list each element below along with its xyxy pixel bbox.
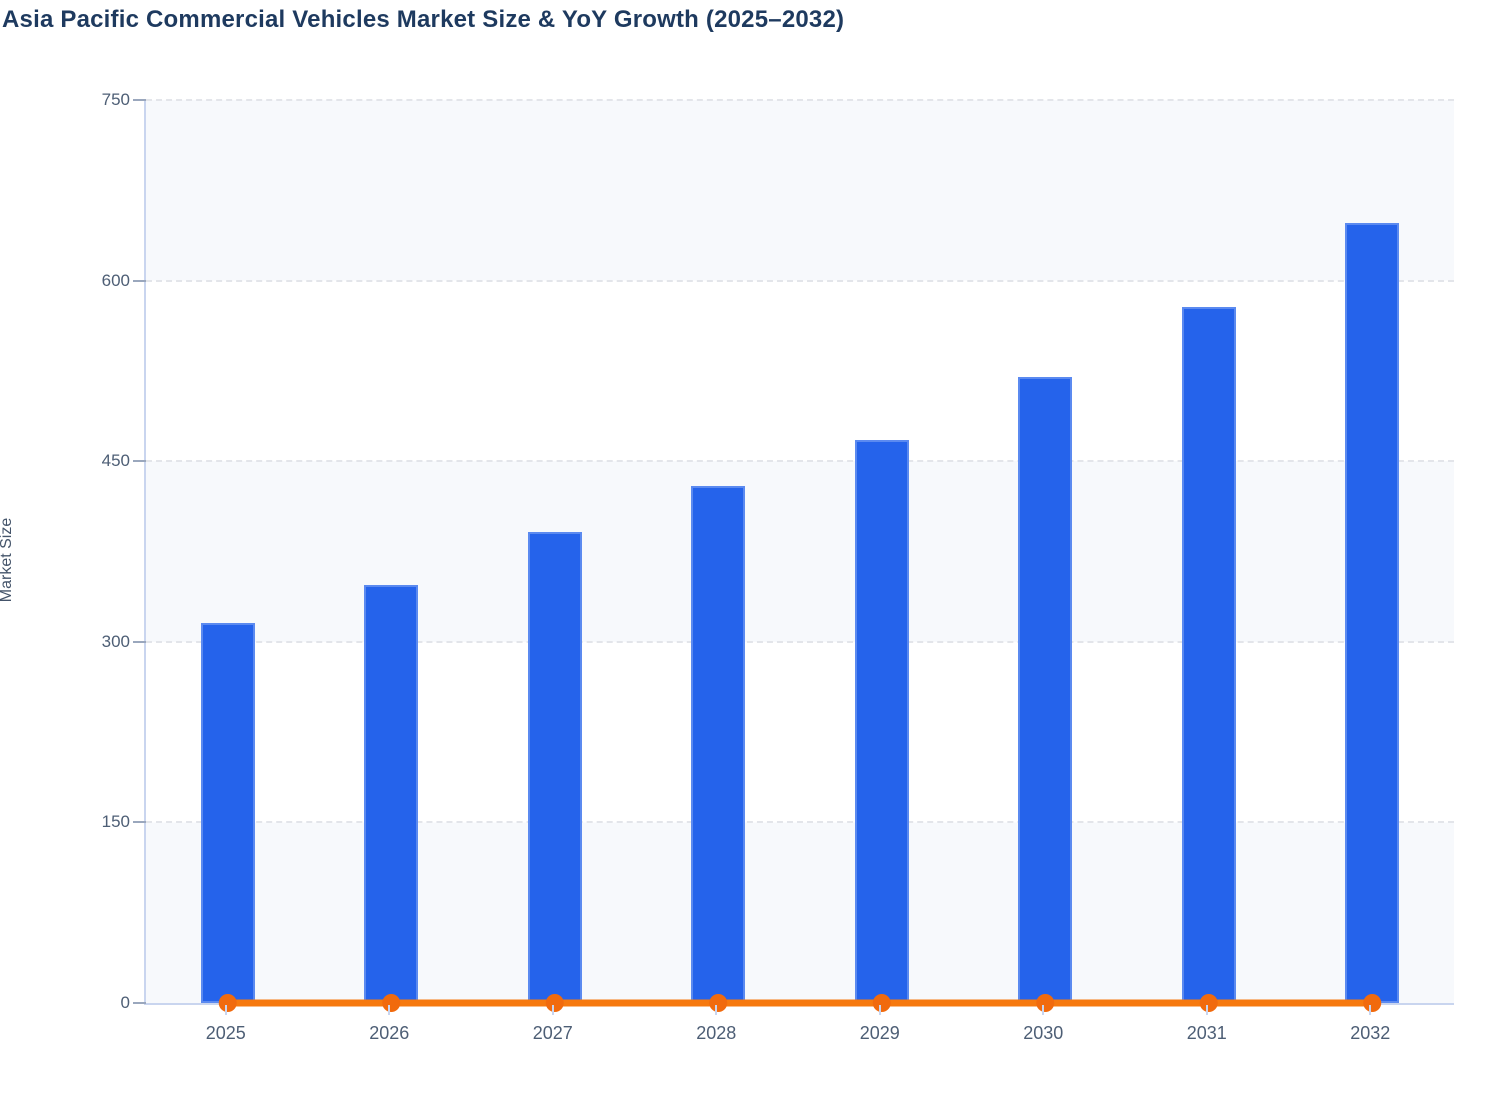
x-tick-mark-2029 xyxy=(878,1005,881,1015)
y-tick-label-600: 600 xyxy=(101,270,130,290)
y-tick-mark-0 xyxy=(133,1002,146,1004)
x-tick-label-2032: 2032 xyxy=(1350,1023,1391,1043)
bar-2025[interactable] xyxy=(200,622,255,1003)
gridline-750 xyxy=(146,99,1454,101)
x-tick-mark-2026 xyxy=(388,1005,391,1015)
x-tick-label-2026: 2026 xyxy=(369,1023,410,1043)
x-tick-label-2029: 2029 xyxy=(859,1023,900,1043)
y-tick-mark-750 xyxy=(133,99,146,101)
bar-2032[interactable] xyxy=(1345,222,1400,1003)
gridline-600 xyxy=(146,279,1454,282)
y-tick-mark-150 xyxy=(133,821,146,824)
x-tick-mark-2030 xyxy=(1042,1005,1045,1015)
x-tick-mark-2028 xyxy=(715,1005,718,1015)
x-tick-label-2028: 2028 xyxy=(696,1023,737,1043)
bar-2028[interactable] xyxy=(691,486,746,1003)
bar-2026[interactable] xyxy=(364,585,419,1003)
x-tick-label-2025: 2025 xyxy=(205,1023,246,1043)
plot-area xyxy=(144,99,1454,1012)
y-tick-mark-600 xyxy=(133,279,146,282)
y-tick-label-0: 0 xyxy=(120,993,130,1012)
bar-2027[interactable] xyxy=(527,532,582,1003)
x-tick-mark-2032 xyxy=(1369,1005,1372,1015)
y-tick-label-750: 750 xyxy=(101,90,130,109)
gridline-450 xyxy=(146,460,1454,463)
y-tick-label-150: 150 xyxy=(101,812,130,832)
bar-2031[interactable] xyxy=(1181,307,1236,1003)
gridline-150 xyxy=(146,821,1454,824)
bar-2029[interactable] xyxy=(854,439,909,1003)
x-tick-mark-2031 xyxy=(1205,1005,1208,1015)
chart-title: Asia Pacific Commercial Vehicles Market … xyxy=(2,6,845,33)
x-tick-mark-2025 xyxy=(224,1005,227,1015)
x-tick-label-2027: 2027 xyxy=(532,1023,573,1043)
y-tick-label-450: 450 xyxy=(101,451,130,471)
y-tick-mark-450 xyxy=(133,460,146,463)
y-tick-label-300: 300 xyxy=(101,631,130,651)
y-axis-title: Market Size xyxy=(0,517,15,603)
gridline-300 xyxy=(146,640,1454,643)
x-tick-label-2031: 2031 xyxy=(1186,1023,1227,1043)
x-tick-label-2030: 2030 xyxy=(1023,1023,1064,1043)
bar-2030[interactable] xyxy=(1018,376,1073,1003)
x-tick-mark-2027 xyxy=(551,1005,554,1015)
y-tick-mark-300 xyxy=(133,640,146,643)
yoy-growth-line-layer xyxy=(218,994,1382,1012)
